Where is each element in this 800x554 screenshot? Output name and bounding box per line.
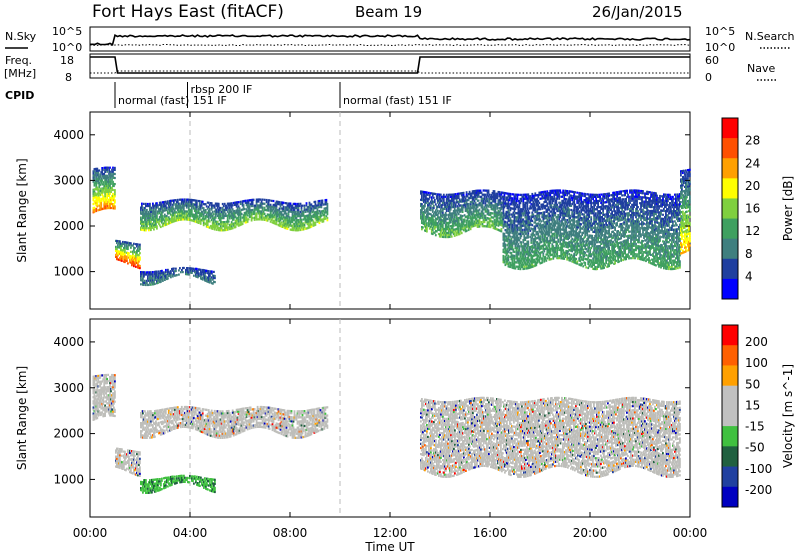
colorbar-label: Velocity [m s^-1] [781, 364, 795, 468]
x-tick-label: 20:00 [573, 526, 608, 540]
y-tick-label: 2000 [53, 219, 84, 233]
scatter-region [92, 373, 116, 421]
heatmap-panel-2: 00:00 04:00 08:00 12:00 16:00 20:00 00:00 1000 2… [15, 318, 795, 540]
noise-right-tick-bottom: 10^0 [705, 41, 735, 54]
colorbar-tick-label: 16 [745, 202, 760, 216]
colorbar-tick-label: 20 [745, 179, 760, 193]
noise-left-tick-top: 10^5 [52, 25, 82, 38]
scatter-region [140, 266, 216, 287]
y-tick-label: 3000 [53, 173, 84, 187]
colorbar-tick-label: 50 [745, 377, 760, 391]
plot-title: Fort Hays East (fitACF) [92, 2, 284, 22]
colorbar-swatch [722, 278, 738, 300]
scatter-region [140, 474, 216, 494]
colorbar-tick-label: 8 [745, 247, 753, 261]
colorbar-tick-label: -200 [745, 483, 772, 497]
scatter-region [420, 396, 681, 478]
freq-right-tick-top: 60 [705, 54, 719, 67]
y-tick-label: 2000 [53, 427, 84, 441]
colorbar-swatch [722, 345, 738, 366]
x-tick-label: 16:00 [473, 526, 508, 540]
cpid-segment-label: rbsp 200 IF [191, 83, 253, 96]
heatmap-panels: 1000 2000 3000 4000 Slant Range [km] 4 8 12 16 20… [15, 111, 795, 540]
scatter-region [140, 198, 329, 232]
date-label: 26/Jan/2015 [592, 3, 683, 21]
y-tick-label: 3000 [53, 381, 84, 395]
colorbar-swatch [722, 198, 738, 220]
colorbar-swatch [722, 178, 738, 199]
x-tick-label: 04:00 [173, 526, 208, 540]
colorbar-swatch [722, 138, 738, 159]
scatter-region [115, 447, 141, 477]
freq-unit-label: [MHz] [4, 67, 36, 80]
freq-right-tick-bottom: 0 [705, 71, 712, 84]
freq-label: Freq. [5, 54, 32, 67]
colorbar-tick-label: 15 [745, 398, 760, 412]
noise-left-tick-bottom: 10^0 [52, 41, 82, 54]
scatter-region [420, 189, 504, 239]
x-tick-label: 00:00 [73, 526, 108, 540]
colorbar-swatch [722, 405, 738, 427]
x-tick-label: 00:00 [673, 526, 708, 540]
freq-panel [89, 53, 691, 79]
y-tick-label: 4000 [53, 128, 84, 142]
noise-right-tick-top: 10^5 [705, 25, 735, 38]
heatmap-panel-1: 1000 2000 3000 4000 Slant Range [km] 4 8 12 16 20… [15, 111, 795, 310]
colorbar-tick-label: 4 [745, 269, 753, 283]
freq-series-line [90, 56, 690, 74]
colorbar-swatch [722, 218, 738, 240]
beam-label: Beam 19 [355, 3, 422, 21]
nave-series-line [90, 70, 690, 74]
nsky-series-line [90, 34, 691, 46]
colorbar-swatch [722, 466, 738, 488]
colorbar-swatch [722, 158, 738, 179]
scatter-region [140, 405, 329, 439]
y-axis-label: Slant Range [km] [15, 366, 29, 470]
scatter-region [502, 189, 681, 271]
nsearch-series-line [89, 43, 691, 47]
y-tick-label: 4000 [53, 335, 84, 349]
colorbar-swatch [722, 446, 738, 468]
colorbar-tick-label: -50 [745, 441, 765, 455]
freq-left-tick-bottom: 8 [65, 71, 72, 84]
x-tick-label: 08:00 [273, 526, 308, 540]
colorbar-swatch [722, 258, 738, 280]
colorbar-swatch [722, 238, 738, 260]
colorbar-swatch [722, 365, 738, 387]
scatter-region [115, 239, 141, 270]
colorbar: 4 8 12 16 20 24 28 Power [dB] [721, 117, 795, 300]
colorbar-swatch [722, 118, 738, 139]
colorbar-tick-label: 28 [745, 134, 760, 148]
nave-label: Nave [747, 62, 775, 75]
colorbar-swatch [722, 325, 738, 346]
y-axis-label: Slant Range [km] [15, 158, 29, 262]
colorbar-label: Power [dB] [781, 176, 795, 241]
colorbar-swatch [722, 385, 738, 407]
colorbar-tick-label: 12 [745, 224, 760, 238]
colorbar-tick-label: 24 [745, 156, 760, 170]
colorbar-tick-label: 100 [745, 356, 768, 370]
nsky-label: N.Sky [5, 30, 37, 43]
cpid-label: CPID [5, 89, 34, 102]
y-tick-label: 1000 [53, 265, 84, 279]
scatter-region [680, 168, 691, 255]
panel-frame [89, 318, 691, 518]
y-tick-label: 1000 [53, 472, 84, 486]
colorbar-swatch [722, 426, 738, 447]
colorbar-tick-label: 200 [745, 335, 768, 349]
freq-left-tick-top: 18 [60, 54, 74, 67]
colorbar: 200 100 50 15 -15 -50 -100 -200 Velocity [m s^-1… [721, 324, 795, 508]
colorbar-tick-label: -100 [745, 462, 772, 476]
cpid-segment-label: normal (fast) 151 IF [343, 94, 452, 107]
x-tick-label: 12:00 [373, 526, 408, 540]
noise-panel [89, 26, 691, 52]
colorbar-tick-label: -15 [745, 420, 765, 434]
cpid-segment-label: normal (fast) 151 IF [118, 94, 227, 107]
x-axis-label: Time UT [364, 540, 415, 554]
nsearch-label: N.Search [745, 30, 795, 43]
scatter-region [92, 166, 116, 214]
colorbar-swatch [722, 486, 738, 508]
